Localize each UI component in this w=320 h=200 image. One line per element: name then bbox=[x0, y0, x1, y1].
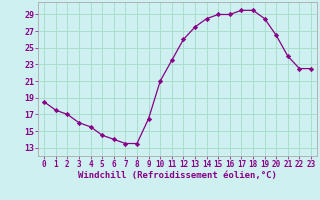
X-axis label: Windchill (Refroidissement éolien,°C): Windchill (Refroidissement éolien,°C) bbox=[78, 171, 277, 180]
